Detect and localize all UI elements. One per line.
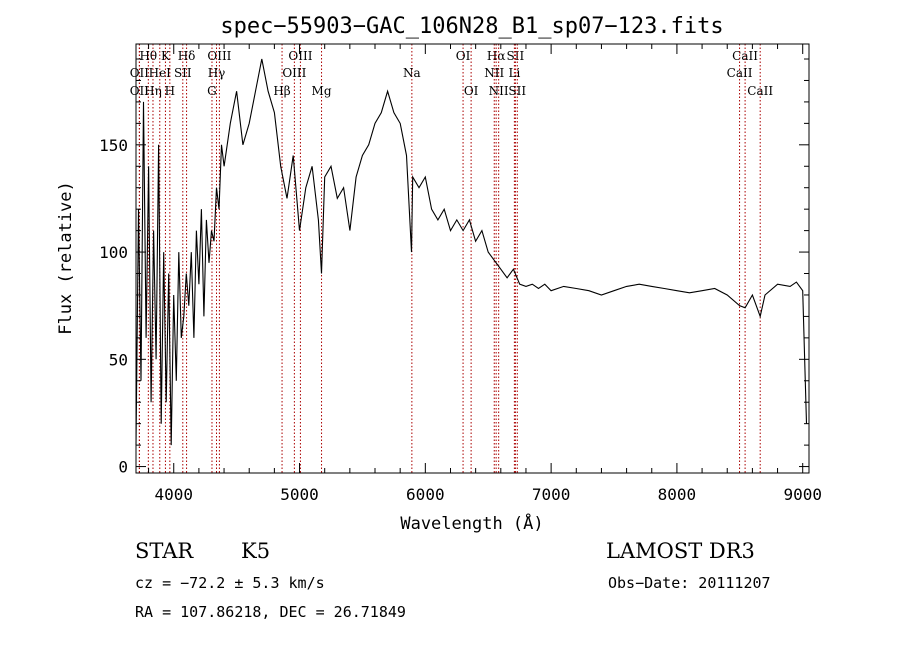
object-class: STAR — [135, 539, 194, 563]
redshift-velocity: cz = −72.2 ± 5.3 km/s — [135, 574, 325, 592]
survey-name: LAMOST DR3 — [606, 539, 755, 563]
spectral-line-label: OIII — [207, 49, 231, 63]
spectral-line-label: HeI — [149, 66, 172, 80]
chart-title: spec−55903−GAC_106N28_B1_sp07−123.fits — [220, 14, 723, 39]
spectral-line-label: Hδ — [178, 49, 196, 63]
spectral-line-label: Hγ — [208, 66, 226, 80]
y-tick-label: 50 — [109, 350, 128, 369]
spectral-line-label: SII — [508, 84, 526, 98]
spectral-line-label: K — [161, 49, 171, 63]
spectral-line-label: Mg — [312, 84, 332, 98]
spectral-line-label: OII — [130, 84, 150, 98]
spectral-line-label: NII — [484, 66, 504, 80]
y-tick-label: 150 — [99, 136, 128, 155]
spectral-line-label: CaII — [732, 49, 758, 63]
spectral-line-label: Hα — [487, 49, 506, 63]
spectral-line-label: Na — [403, 66, 421, 80]
spectral-line-label: CaII — [747, 84, 773, 98]
x-axis: 4000 5000 6000 7000 8000 9000 — [148, 44, 822, 504]
spectral-line-label: OIII — [288, 49, 312, 63]
spectral-line-label: SII — [507, 49, 525, 63]
spectral-line-label: G — [207, 84, 217, 98]
x-tick-label: 9000 — [783, 485, 822, 504]
y-tick-label: 0 — [118, 458, 128, 477]
observation-date: Obs−Date: 20111207 — [608, 574, 771, 592]
x-axis-label: Wavelength (Å) — [400, 512, 543, 534]
object-subclass: K5 — [241, 539, 271, 563]
x-tick-label: 8000 — [658, 485, 697, 504]
spectral-line-label: H — [165, 84, 175, 98]
spectral-line-label: Hη — [144, 84, 162, 98]
x-tick-label: 4000 — [154, 485, 193, 504]
spectral-line-label: OI — [464, 84, 479, 98]
spectrum-series — [135, 58, 808, 446]
spectral-line-label: CaII — [727, 66, 753, 80]
spectral-line-label: Hβ — [273, 84, 290, 98]
spectral-line-label: Hθ — [139, 49, 157, 63]
y-axis-label: Flux (relative) — [56, 181, 76, 335]
y-tick-label: 100 — [99, 243, 128, 262]
sky-coordinates: RA = 107.86218, DEC = 26.71849 — [135, 603, 406, 621]
spectral-line-label: NII — [489, 84, 509, 98]
spectral-line-label: SII — [174, 66, 192, 80]
spectral-line-label: Li — [508, 66, 520, 80]
x-tick-label: 7000 — [532, 485, 571, 504]
spectral-line-label: OI — [456, 49, 471, 63]
spectrum-line — [135, 58, 808, 446]
x-tick-label: 5000 — [280, 485, 319, 504]
plot-frame — [135, 43, 810, 474]
y-axis: 0 50 100 150 — [99, 58, 809, 477]
x-tick-label: 6000 — [406, 485, 445, 504]
spectral-line-label: OIII — [282, 66, 306, 80]
